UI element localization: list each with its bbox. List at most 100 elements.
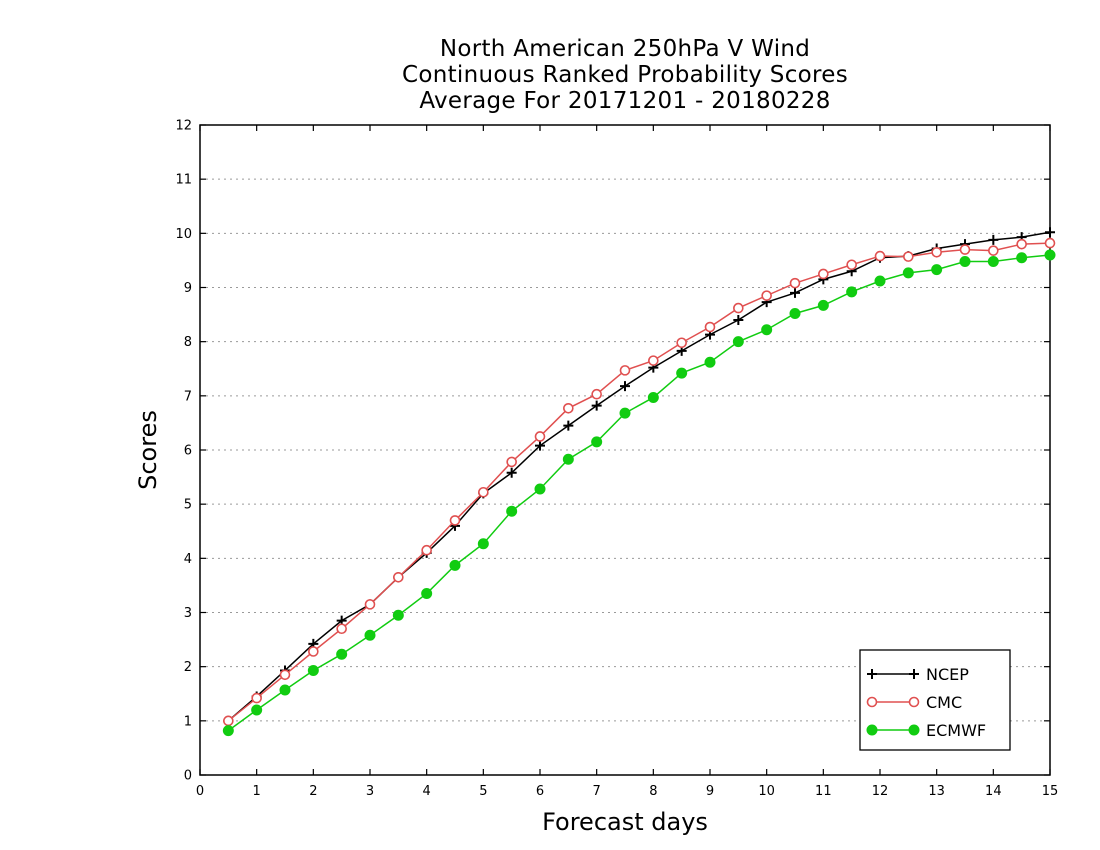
data-point-ncep-13 bbox=[591, 400, 602, 411]
data-point-cmc-18 bbox=[733, 302, 744, 314]
data-point-ecmwf-6 bbox=[392, 609, 404, 621]
legend-label-cmc: CMC bbox=[926, 693, 962, 712]
data-point-ecmwf-5 bbox=[364, 629, 376, 641]
data-point-cmc-15 bbox=[648, 355, 659, 366]
data-point-ecmwf-25 bbox=[931, 264, 943, 276]
y-tick-label-10: 10 bbox=[175, 227, 192, 242]
y-tick-label-7: 7 bbox=[184, 389, 192, 404]
data-point-ecmwf-16 bbox=[676, 367, 688, 379]
legend-label-ecmwf: ECMWF bbox=[926, 721, 986, 740]
data-point-ecmwf-7 bbox=[421, 588, 433, 600]
data-point-cmc-12 bbox=[563, 402, 574, 414]
x-tick-label-6: 6 bbox=[536, 784, 544, 799]
x-tick-label-15: 15 bbox=[1042, 784, 1059, 799]
data-point-ecmwf-24 bbox=[902, 267, 914, 279]
data-point-ncep-20 bbox=[790, 287, 800, 298]
x-tick-label-9: 9 bbox=[706, 784, 714, 799]
x-tick-label-5: 5 bbox=[479, 784, 487, 799]
data-point-ecmwf-11 bbox=[534, 483, 546, 495]
x-tick-label-3: 3 bbox=[366, 784, 374, 799]
data-point-cmc-20 bbox=[789, 277, 801, 289]
data-point-ecmwf-28 bbox=[1016, 252, 1028, 264]
y-tick-label-9: 9 bbox=[184, 281, 192, 296]
data-point-ncep-11 bbox=[535, 440, 545, 451]
series-line-cmc bbox=[227, 242, 1051, 722]
data-point-cmc-10 bbox=[506, 456, 517, 468]
legend-marker-cmc-right bbox=[908, 696, 920, 708]
legend-marker-ncep-right bbox=[909, 669, 919, 679]
y-tick-label-4: 4 bbox=[184, 552, 192, 567]
data-point-ecmwf-21 bbox=[817, 299, 829, 311]
y-tick-label-1: 1 bbox=[184, 714, 192, 729]
data-point-ncep-10 bbox=[506, 467, 517, 478]
x-tick-label-8: 8 bbox=[649, 784, 657, 799]
data-point-ncep-14 bbox=[620, 381, 630, 392]
data-point-cmc-1 bbox=[251, 692, 262, 704]
data-point-ecmwf-17 bbox=[704, 356, 716, 368]
y-tick-label-3: 3 bbox=[184, 606, 192, 621]
x-tick-label-2: 2 bbox=[309, 784, 317, 799]
data-point-cmc-21 bbox=[818, 268, 829, 280]
x-tick-label-14: 14 bbox=[985, 784, 1002, 799]
data-point-cmc-29 bbox=[1044, 237, 1056, 249]
data-point-cmc-26 bbox=[959, 244, 971, 255]
data-point-ecmwf-19 bbox=[761, 324, 773, 336]
data-point-cmc-24 bbox=[903, 251, 914, 262]
data-point-cmc-4 bbox=[336, 623, 347, 635]
data-point-cmc-6 bbox=[393, 571, 404, 583]
data-point-ecmwf-20 bbox=[789, 308, 801, 319]
data-point-ecmwf-10 bbox=[506, 505, 518, 517]
chart-title-line-3: Average For 20171201 - 20180228 bbox=[419, 88, 831, 114]
legend-marker-ecmwf-left bbox=[866, 724, 878, 736]
data-point-cmc-28 bbox=[1016, 238, 1027, 250]
data-point-cmc-23 bbox=[874, 250, 886, 262]
data-point-ecmwf-3 bbox=[307, 664, 319, 676]
data-point-ecmwf-27 bbox=[987, 256, 999, 267]
y-tick-label-0: 0 bbox=[184, 769, 192, 784]
y-tick-label-6: 6 bbox=[184, 444, 192, 459]
data-point-ecmwf-9 bbox=[477, 538, 489, 550]
x-tick-label-11: 11 bbox=[815, 784, 832, 799]
data-point-cmc-3 bbox=[308, 646, 319, 657]
data-point-cmc-11 bbox=[534, 431, 546, 442]
data-point-cmc-25 bbox=[931, 246, 942, 258]
x-tick-label-4: 4 bbox=[423, 784, 431, 799]
data-point-ecmwf-13 bbox=[591, 436, 603, 448]
x-tick-label-7: 7 bbox=[593, 784, 601, 799]
legend-box bbox=[859, 649, 1011, 751]
data-point-cmc-9 bbox=[478, 486, 489, 498]
data-point-cmc-0 bbox=[223, 715, 234, 727]
data-point-ecmwf-1 bbox=[251, 704, 263, 716]
data-point-ncep-18 bbox=[733, 315, 744, 325]
legend-marker-cmc-left bbox=[866, 696, 878, 708]
legend-label-ncep: NCEP bbox=[926, 665, 969, 684]
chart-title-line-2: Continuous Ranked Probability Scores bbox=[401, 62, 848, 88]
y-tick-label-12: 12 bbox=[175, 119, 192, 134]
data-point-ecmwf-8 bbox=[449, 559, 461, 571]
data-point-ncep-27 bbox=[988, 234, 999, 245]
legend-marker-ncep-left bbox=[867, 669, 877, 679]
x-tick-label-0: 0 bbox=[196, 784, 204, 799]
data-point-cmc-22 bbox=[846, 259, 857, 271]
x-axis-label: Forecast days bbox=[542, 808, 708, 836]
data-point-ecmwf-4 bbox=[336, 648, 348, 660]
x-tick-label-13: 13 bbox=[928, 784, 945, 799]
data-point-cmc-7 bbox=[421, 544, 432, 556]
y-tick-label-11: 11 bbox=[175, 173, 192, 188]
data-point-cmc-13 bbox=[591, 388, 602, 400]
data-point-cmc-8 bbox=[449, 515, 461, 526]
y-tick-label-8: 8 bbox=[184, 335, 192, 350]
y-tick-label-5: 5 bbox=[184, 498, 192, 513]
data-point-ncep-12 bbox=[563, 420, 574, 431]
y-tick-label-2: 2 bbox=[184, 660, 192, 675]
data-point-ecmwf-26 bbox=[959, 256, 971, 267]
data-point-cmc-14 bbox=[619, 365, 631, 376]
data-point-ecmwf-22 bbox=[846, 286, 858, 298]
legend-marker-ecmwf-right bbox=[908, 724, 920, 736]
data-point-cmc-27 bbox=[988, 245, 999, 256]
data-point-ecmwf-23 bbox=[874, 275, 886, 287]
data-point-cmc-16 bbox=[676, 337, 687, 349]
data-point-ncep-29 bbox=[1045, 227, 1055, 238]
x-tick-label-10: 10 bbox=[758, 784, 775, 799]
data-point-cmc-19 bbox=[761, 290, 772, 301]
